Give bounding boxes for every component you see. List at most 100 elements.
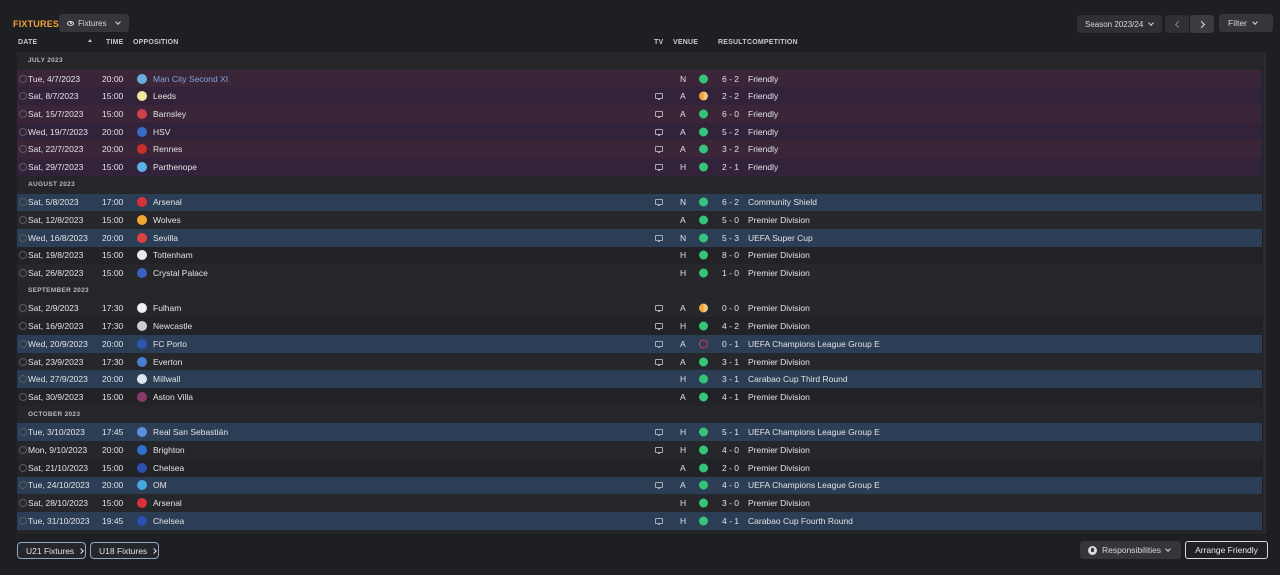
fixture-competition[interactable]: Premier Division — [748, 498, 810, 509]
column-time[interactable]: TIME — [106, 39, 124, 46]
opponent-name[interactable]: Crystal Palace — [153, 268, 208, 279]
fixture-result[interactable]: 4 - 1 — [722, 515, 740, 526]
fixture-competition[interactable]: Friendly — [748, 73, 779, 84]
fixture-row[interactable]: Sat, 12/8/2023 15:00 Wolves A 5 - 0 Premier D… — [17, 211, 1262, 229]
fixture-result[interactable]: 0 - 0 — [722, 303, 740, 314]
next-season-button[interactable] — [1190, 15, 1214, 33]
select-checkbox[interactable] — [19, 198, 27, 207]
fixture-competition[interactable]: Premier Division — [748, 444, 810, 455]
fixture-competition[interactable]: Friendly — [748, 126, 779, 137]
fixture-result[interactable]: 1 - 0 — [722, 268, 740, 279]
select-checkbox[interactable] — [19, 269, 27, 278]
fixture-result[interactable]: 0 - 1 — [722, 338, 740, 349]
opponent-name[interactable]: OM — [153, 480, 167, 491]
fixture-row[interactable]: Sat, 15/7/2023 15:00 Barnsley A 6 - 0 Friendl… — [17, 105, 1262, 123]
column-date[interactable]: DATE — [18, 39, 38, 46]
select-checkbox[interactable] — [19, 481, 27, 490]
fixture-row[interactable]: Sat, 28/10/2023 15:00 Arsenal H 3 - 0 Premier… — [17, 494, 1262, 512]
fixture-competition[interactable]: Premier Division — [748, 215, 810, 226]
select-checkbox[interactable] — [19, 216, 27, 225]
fixture-competition[interactable]: UEFA Champions League Group E — [748, 427, 880, 438]
fixture-competition[interactable]: Friendly — [748, 144, 779, 155]
fixture-competition[interactable]: UEFA Champions League Group E — [748, 480, 880, 491]
select-checkbox[interactable] — [19, 428, 27, 437]
fixture-competition[interactable]: Carabao Cup Third Round — [748, 374, 848, 385]
column-opposition[interactable]: OPPOSITION — [133, 39, 179, 46]
opponent-name[interactable]: Fulham — [153, 303, 182, 314]
filter-button[interactable]: Filter — [1219, 14, 1273, 32]
fixture-row[interactable]: Sat, 21/10/2023 15:00 Chelsea A 2 - 0 Premier… — [17, 458, 1262, 477]
fixture-row[interactable]: Tue, 24/10/2023 20:00 OM A 4 - 0 UEFA Champio… — [17, 476, 1262, 495]
fixture-row[interactable]: Sat, 19/8/2023 15:00 Tottenham H 8 - 0 Premie… — [17, 246, 1262, 265]
u21-fixtures-button[interactable]: U21 Fixtures — [17, 542, 86, 559]
opponent-name[interactable]: Newcastle — [153, 321, 193, 332]
opponent-name[interactable]: Everton — [153, 356, 183, 367]
fixture-competition[interactable]: Premier Division — [748, 321, 810, 332]
previous-season-button[interactable] — [1165, 15, 1189, 33]
fixture-competition[interactable]: UEFA Super Cup — [748, 232, 813, 243]
fixture-row[interactable]: Tue, 31/10/2023 19:45 Chelsea H 4 - 1 Carabao… — [17, 511, 1262, 530]
fixture-result[interactable]: 5 - 0 — [722, 215, 740, 226]
select-checkbox[interactable] — [19, 357, 27, 366]
fixture-competition[interactable]: Friendly — [748, 161, 779, 172]
fixture-row[interactable]: Mon, 9/10/2023 20:00 Brighton H 4 - 0 Premier… — [17, 441, 1262, 459]
u18-fixtures-button[interactable]: U18 Fixtures — [90, 542, 159, 559]
fixture-result[interactable]: 2 - 0 — [722, 462, 740, 473]
fixture-row[interactable]: Tue, 3/10/2023 17:45 Real San Sebastián H 5 … — [17, 423, 1262, 442]
fixture-result[interactable]: 8 - 0 — [722, 250, 740, 261]
fixture-result[interactable]: 4 - 1 — [722, 391, 740, 402]
fixture-row[interactable]: Wed, 16/8/2023 20:00 Sevilla N 5 - 3 UEFA Sup… — [17, 228, 1262, 247]
view-dropdown[interactable]: Fixtures — [59, 14, 129, 32]
opponent-name[interactable]: Brighton — [153, 444, 185, 455]
fixture-competition[interactable]: Premier Division — [748, 462, 810, 473]
column-venue[interactable]: VENUE — [673, 39, 699, 46]
select-checkbox[interactable] — [19, 162, 27, 171]
fixture-row[interactable]: Sat, 16/9/2023 17:30 Newcastle H 4 - 2 Premie… — [17, 317, 1262, 335]
fixture-row[interactable]: Sat, 23/9/2023 17:30 Everton A 3 - 1 Premier … — [17, 352, 1262, 371]
column-competition[interactable]: COMPETITION — [747, 39, 798, 46]
select-checkbox[interactable] — [19, 516, 27, 525]
opponent-name[interactable]: Barnsley — [153, 108, 187, 119]
opponent-name[interactable]: Arsenal — [153, 498, 182, 509]
select-checkbox[interactable] — [19, 445, 27, 454]
season-dropdown[interactable]: Season 2023/24 — [1077, 15, 1162, 33]
opponent-name[interactable]: Tottenham — [153, 250, 193, 261]
opponent-name[interactable]: HSV — [153, 126, 171, 137]
fixture-row[interactable]: Tue, 4/7/2023 20:00 Man City Second XI N 6 -… — [17, 69, 1262, 88]
opponent-name[interactable]: Chelsea — [153, 462, 185, 473]
responsibilities-button[interactable]: Responsibilities — [1080, 541, 1181, 559]
select-checkbox[interactable] — [19, 145, 27, 154]
fixture-row[interactable]: Sat, 22/7/2023 20:00 Rennes A 3 - 2 Friendly — [17, 140, 1262, 159]
select-checkbox[interactable] — [19, 339, 27, 348]
select-checkbox[interactable] — [19, 74, 27, 83]
fixture-result[interactable]: 6 - 2 — [722, 197, 740, 208]
opponent-name[interactable]: Real San Sebastián — [153, 427, 229, 438]
opponent-name[interactable]: Arsenal — [153, 197, 182, 208]
fixture-competition[interactable]: Premier Division — [748, 356, 810, 367]
fixture-row[interactable]: Sat, 30/9/2023 15:00 Aston Villa A 4 - 1 Prem… — [17, 388, 1262, 406]
fixture-competition[interactable]: Carabao Cup Fourth Round — [748, 515, 853, 526]
scrollbar[interactable] — [1263, 52, 1266, 534]
fixture-result[interactable]: 5 - 2 — [722, 126, 740, 137]
select-checkbox[interactable] — [19, 463, 27, 472]
select-checkbox[interactable] — [19, 92, 27, 101]
fixture-row[interactable]: Sat, 5/8/2023 17:00 Arsenal N 6 - 2 Community… — [17, 193, 1262, 212]
opponent-name[interactable]: Sevilla — [153, 232, 179, 243]
opponent-name[interactable]: Leeds — [153, 91, 177, 102]
select-checkbox[interactable] — [19, 304, 27, 313]
fixture-row[interactable]: Sat, 26/8/2023 15:00 Crystal Palace H 1 - 0 P… — [17, 264, 1262, 282]
select-checkbox[interactable] — [19, 233, 27, 242]
fixture-competition[interactable]: Premier Division — [748, 268, 810, 279]
arrange-friendly-button[interactable]: Arrange Friendly — [1185, 541, 1268, 559]
fixture-result[interactable]: 2 - 2 — [722, 91, 740, 102]
fixture-row[interactable]: Wed, 27/9/2023 20:00 Millwall H 3 - 1 Carabao… — [17, 370, 1262, 389]
select-checkbox[interactable] — [19, 499, 27, 508]
fixture-row[interactable]: Sat, 8/7/2023 15:00 Leeds A 2 - 2 Friendly — [17, 87, 1262, 106]
opponent-name[interactable]: Millwall — [153, 374, 181, 385]
fixture-result[interactable]: 3 - 1 — [722, 374, 740, 385]
fixture-competition[interactable]: UEFA Champions League Group E — [748, 338, 880, 349]
select-checkbox[interactable] — [19, 375, 27, 384]
opponent-name[interactable]: Rennes — [153, 144, 183, 155]
fixture-competition[interactable]: Community Shield — [748, 197, 817, 208]
fixture-result[interactable]: 4 - 0 — [722, 480, 740, 491]
